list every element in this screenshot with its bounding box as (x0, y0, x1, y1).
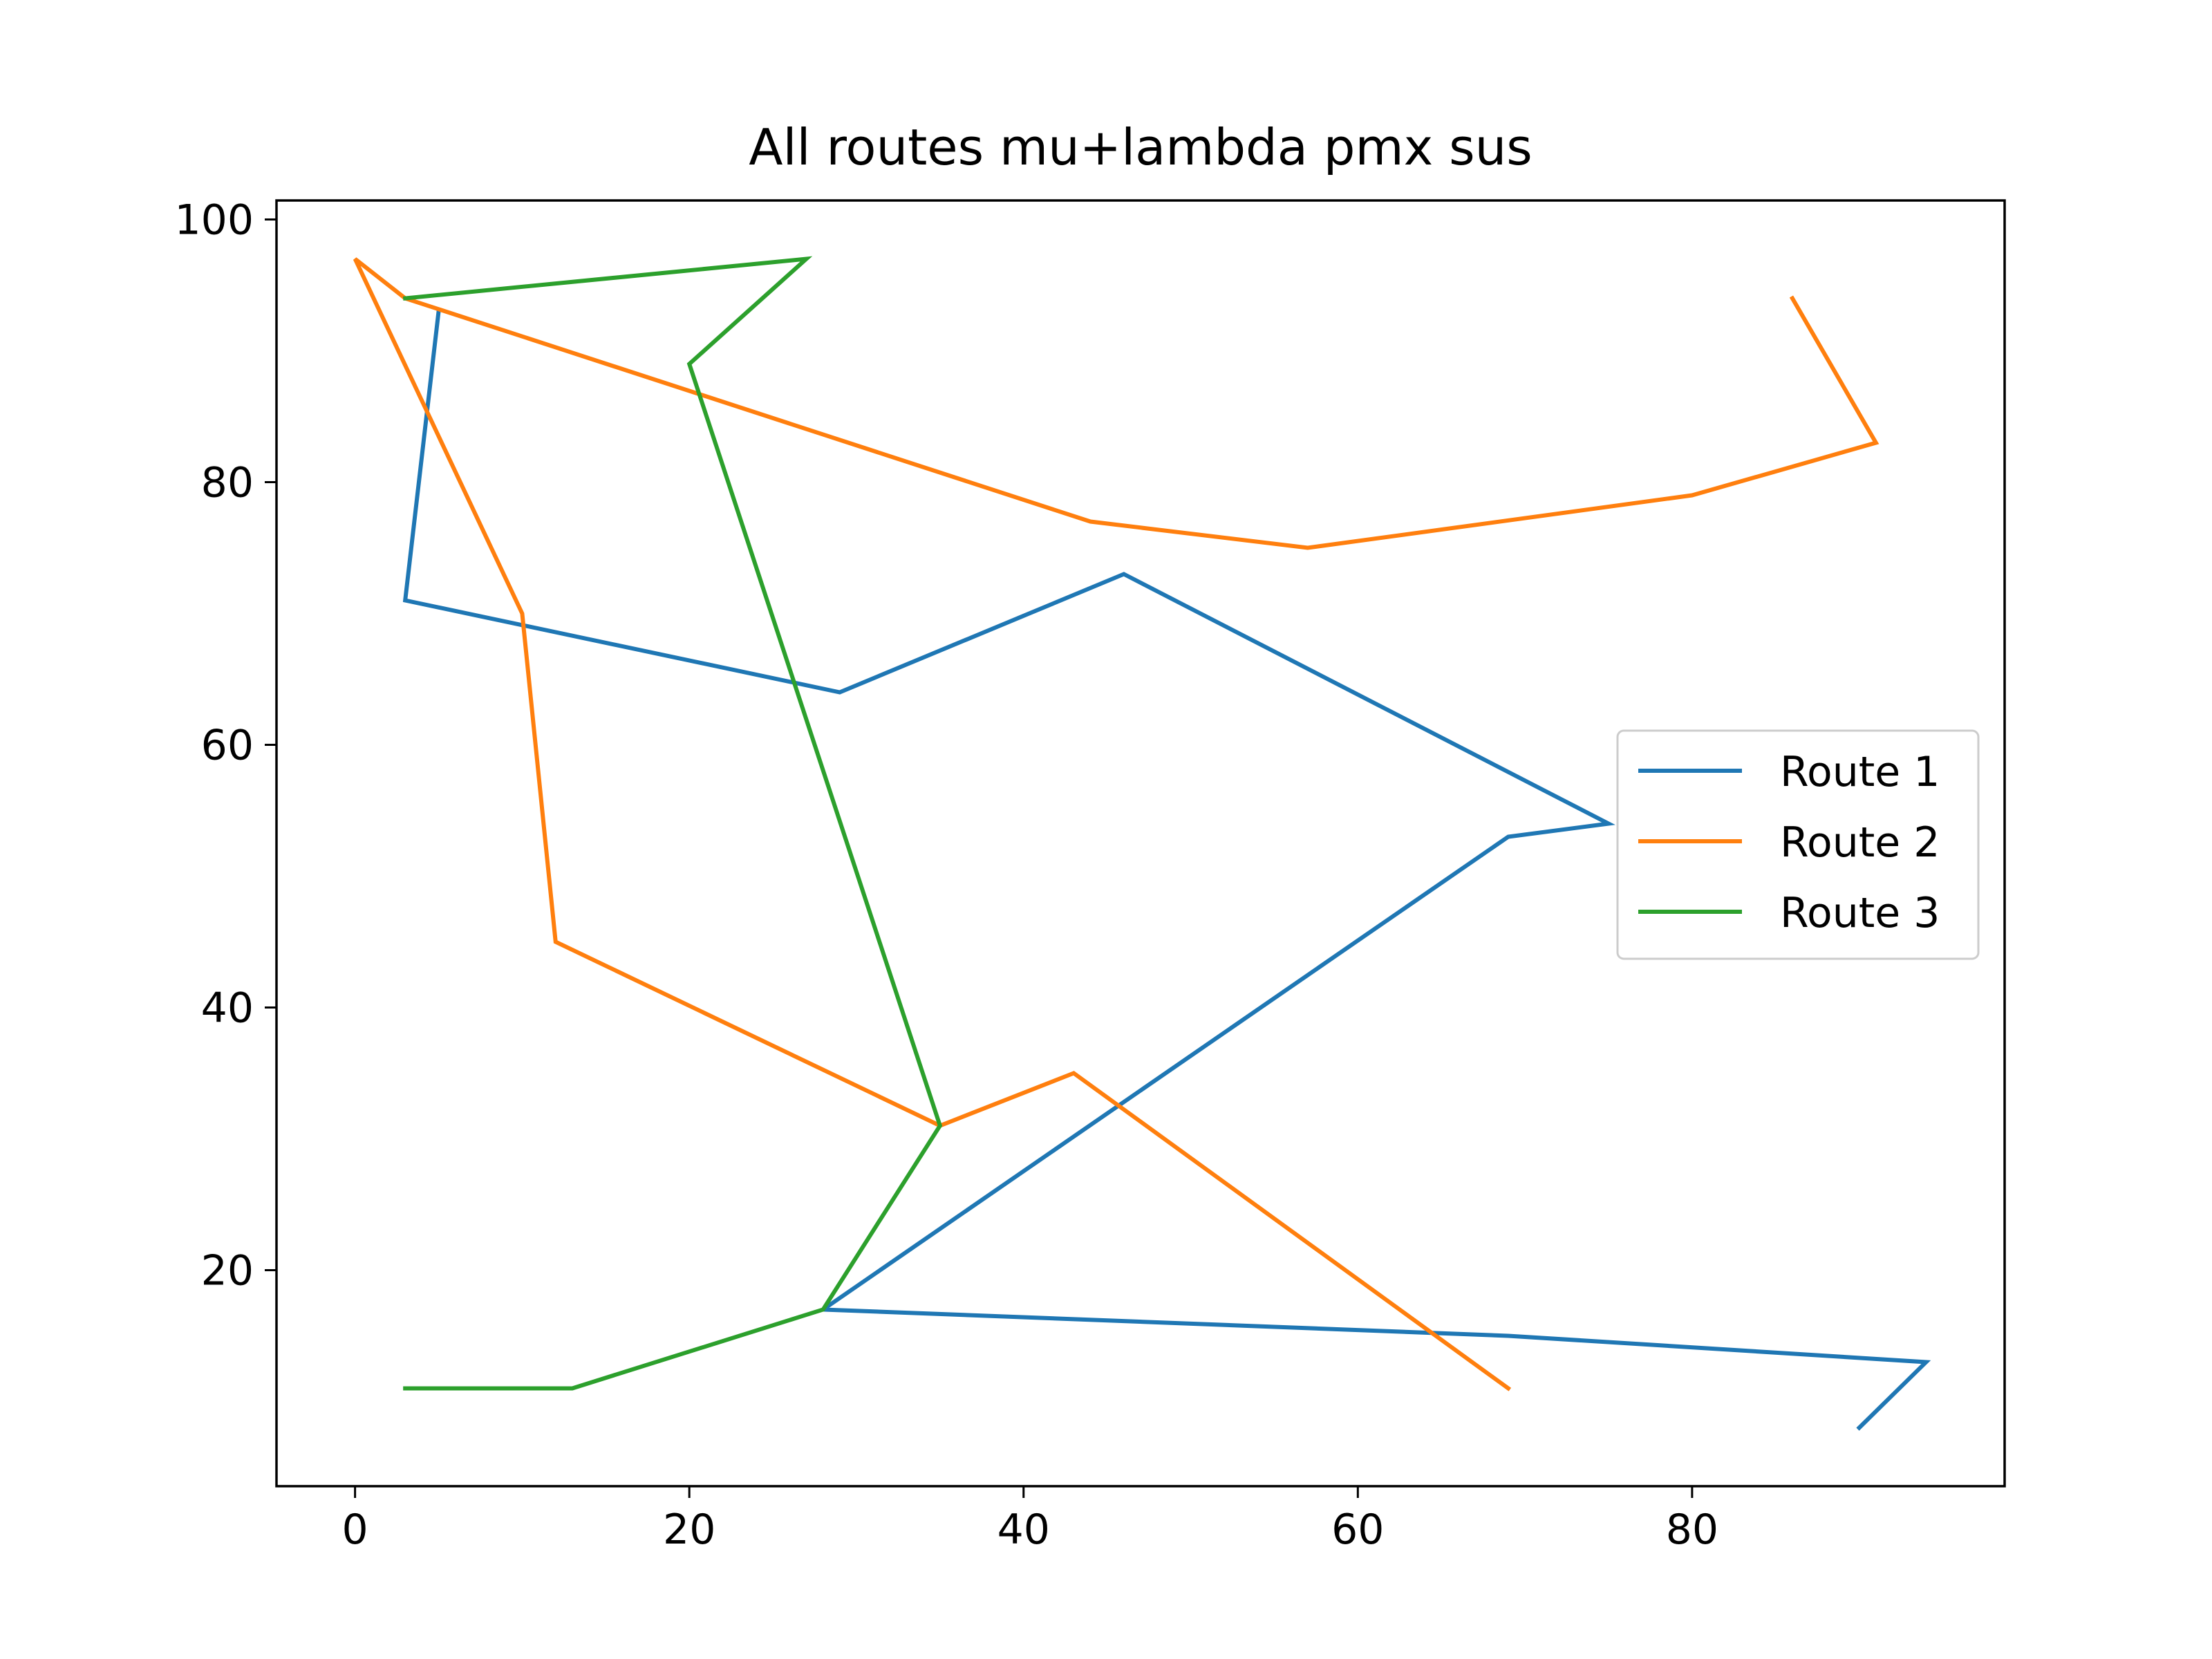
series-line-route-3 (402, 256, 943, 1391)
plot-area (275, 199, 2006, 1488)
x-axis: 0 20 40 60 80 (342, 1486, 1718, 1554)
series-line-route-1 (402, 309, 1931, 1431)
legend-label-route-1: Route 1 (1780, 748, 1940, 796)
plot-frame (275, 199, 2006, 1488)
y-axis: 20 40 60 80 100 (174, 196, 276, 1295)
legend: Route 1 Route 2 Route 3 (1616, 729, 1980, 960)
x-tick-label: 20 (663, 1506, 715, 1554)
x-tick-label: 80 (1666, 1506, 1718, 1554)
y-tick-label: 60 (201, 722, 254, 770)
legend-label-route-3: Route 3 (1780, 889, 1940, 937)
y-tick-label: 20 (201, 1246, 254, 1295)
legend-box (1616, 729, 1980, 960)
x-tick-label: 40 (997, 1506, 1050, 1554)
y-tick-label: 40 (201, 984, 254, 1032)
x-tick-label: 0 (342, 1506, 368, 1554)
x-tick-label: 60 (1331, 1506, 1384, 1554)
y-tick-label: 100 (174, 196, 254, 245)
chart-title: All routes mu+lambda pmx sus (749, 118, 1533, 176)
y-tick-label: 80 (201, 459, 254, 507)
legend-label-route-2: Route 2 (1780, 818, 1940, 867)
series-line-route-2 (353, 257, 1880, 1391)
